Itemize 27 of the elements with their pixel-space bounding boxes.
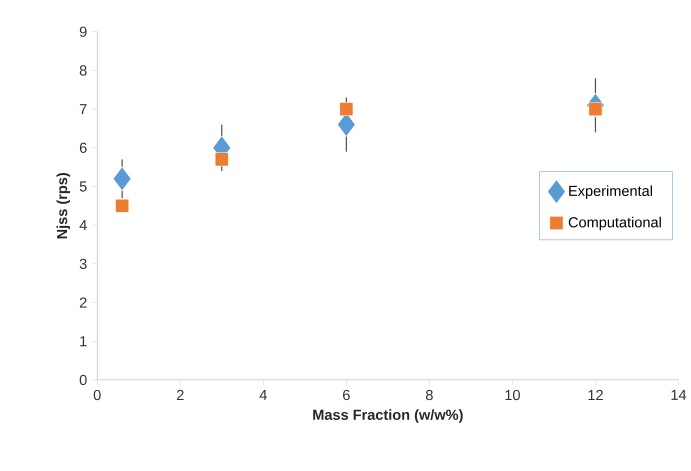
point (339, 102, 354, 116)
x-tick-label: 8 (426, 390, 433, 400)
x-tick-label: 4 (260, 390, 267, 400)
y-tick-label: 7 (80, 104, 87, 114)
y-tick-label: 3 (80, 258, 87, 269)
point (112, 166, 132, 191)
y-axis-title: Njss (rps) (56, 172, 70, 238)
x-tick-label: 12 (588, 390, 603, 400)
y-tick-label: 0 (80, 374, 87, 385)
x-tick-label: 2 (176, 390, 184, 400)
y-tick-label: 8 (80, 65, 87, 76)
y-tick-label: 1 (80, 336, 87, 346)
y-tick-label: 5 (80, 181, 87, 192)
x-tick-label: 10 (505, 390, 520, 400)
x-axis-title: Mass Fraction (w/w%) (313, 409, 463, 423)
y-tick-label: 2 (80, 297, 87, 308)
x-tick-label: 14 (672, 390, 686, 400)
y-tick-label: 4 (79, 220, 87, 230)
point (588, 102, 602, 116)
point (214, 152, 229, 166)
y-tick-label: 9 (80, 26, 87, 37)
x-tick-label: 6 (343, 390, 350, 400)
y-tick-label: 6 (80, 142, 87, 153)
x-tick-label: 0 (94, 390, 101, 400)
legend-label: Computational (568, 216, 661, 230)
point (115, 198, 130, 213)
legend-label: Experimental (569, 185, 652, 199)
